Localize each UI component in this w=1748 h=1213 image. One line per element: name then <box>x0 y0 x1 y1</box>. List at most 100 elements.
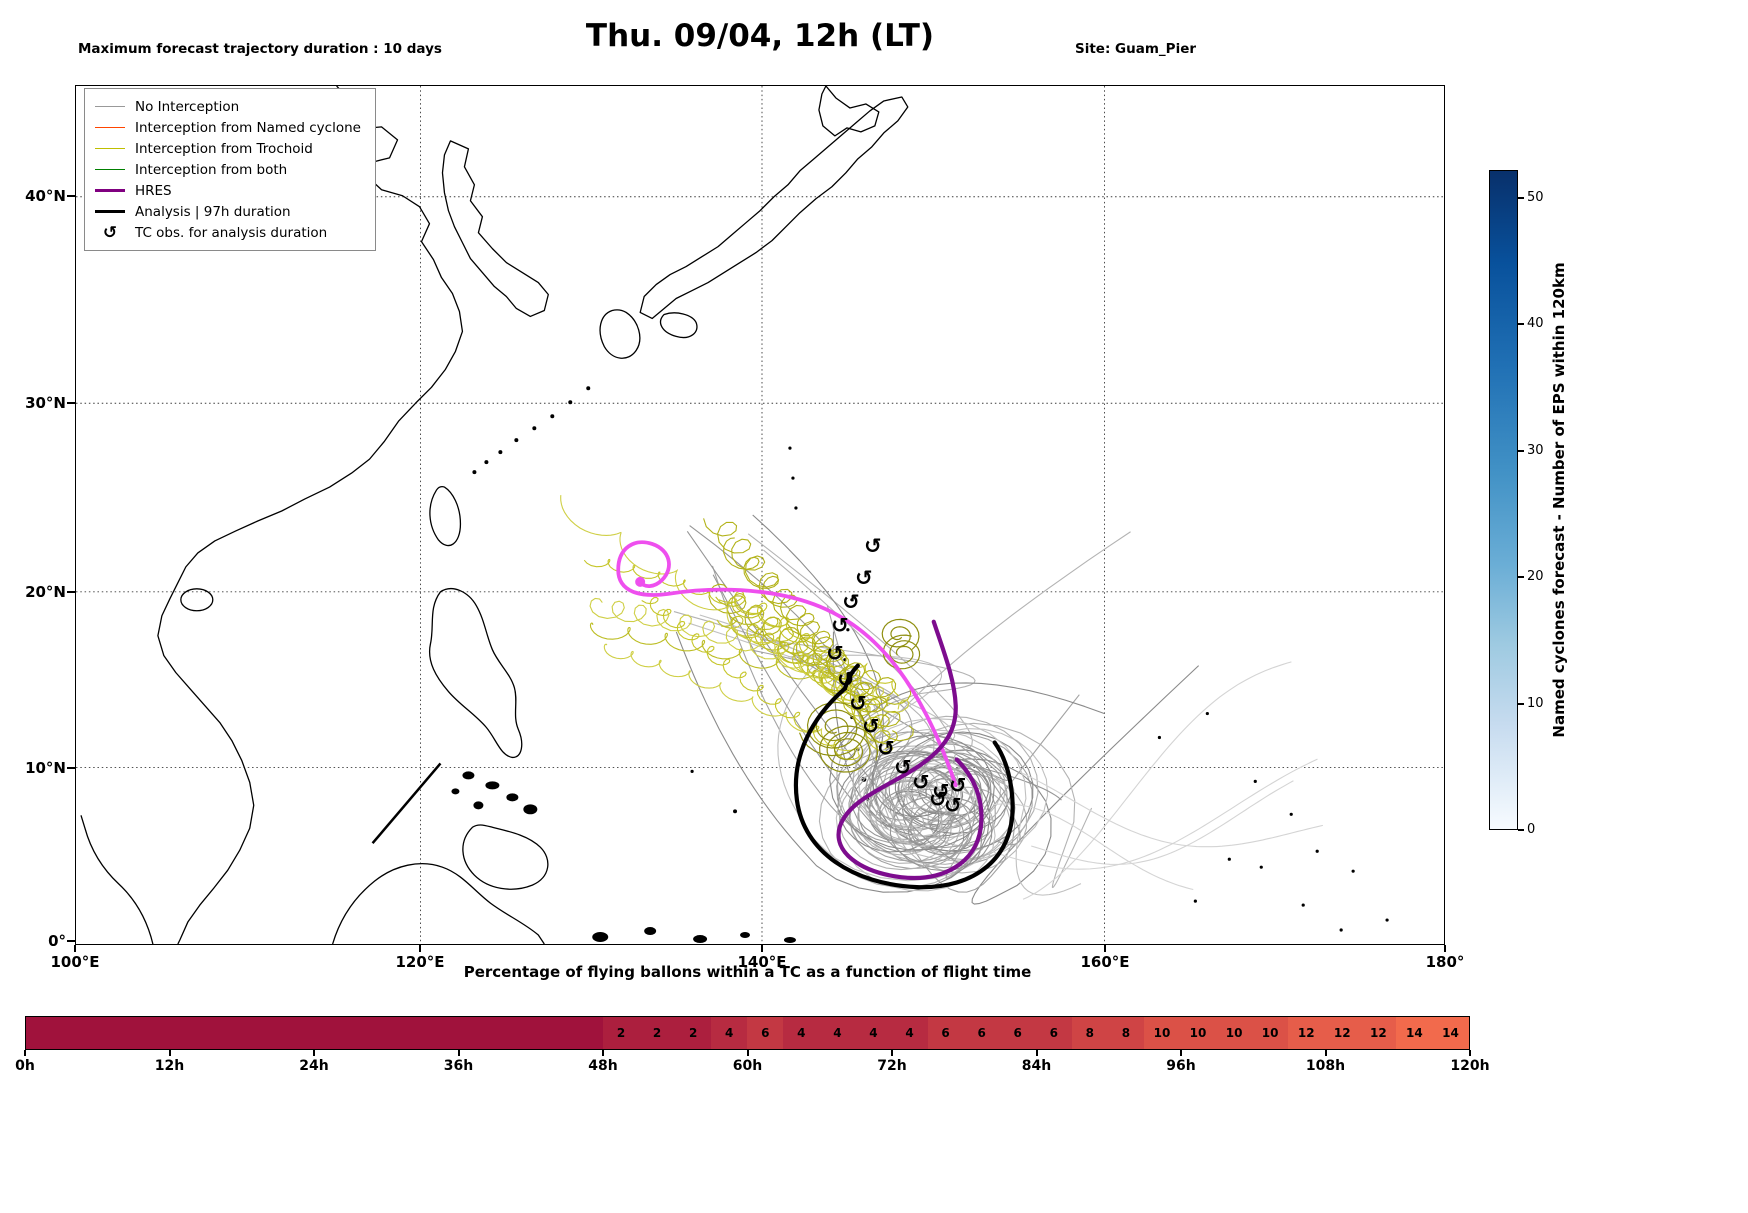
flight-axis-tick-mark <box>1324 1050 1327 1056</box>
flight-bar-segment: 6 <box>963 1017 1000 1049</box>
flight-axis-tick-mark <box>457 1050 460 1056</box>
tc-obs-marker: ↺ <box>944 793 962 817</box>
figure-title: Thu. 09/04, 12h (LT) <box>585 18 935 54</box>
colorbar-axis-label: Named cyclones forecast - Number of EPS … <box>1550 262 1568 738</box>
map-legend: No Interception Interception from Named c… <box>84 88 376 251</box>
flight-bar-segment <box>350 1017 387 1049</box>
y-tick-mark <box>67 195 75 197</box>
flight-bar-segment: 6 <box>747 1017 784 1049</box>
trochoid-spiral <box>881 618 920 650</box>
x-tick-label: 100°E <box>50 953 100 971</box>
flight-axis-tick-mark <box>1469 1050 1471 1056</box>
eps-trajectory <box>829 682 1105 851</box>
colorbar-tick-label: 40 <box>1527 316 1544 332</box>
x-tick-label: 180° <box>1425 953 1465 971</box>
flight-bar-value: 10 <box>1261 1026 1279 1040</box>
flight-bar-value: 2 <box>652 1026 662 1040</box>
flight-bar-segment <box>98 1017 135 1049</box>
flight-axis-tick-mark <box>313 1050 315 1056</box>
flight-bar-segment: 10 <box>1216 1017 1253 1049</box>
eps-trajectory-far <box>992 803 1194 891</box>
flight-axis-tick-label: 36h <box>443 1058 474 1074</box>
legend-line-swatch <box>95 106 125 107</box>
flight-bar-value: 4 <box>725 1026 734 1040</box>
flight-bar-segment <box>134 1017 171 1049</box>
colorbar-tick-mark <box>1518 576 1524 579</box>
flight-axis-tick-mark <box>168 1050 171 1056</box>
flight-axis-tick-label: 84h <box>1021 1058 1052 1074</box>
tc-obs-marker: ↺ <box>837 668 855 692</box>
flight-bar-value: 12 <box>1369 1026 1387 1040</box>
flight-bar-segment <box>566 1017 603 1049</box>
coast-malay <box>80 815 154 944</box>
tc-obs-marker: ↺ <box>929 787 947 811</box>
flight-axis-tick-mark <box>24 1050 26 1056</box>
flight-bar-segment <box>494 1017 531 1049</box>
tc-obs-markers: ↺↺↺↺↺↺↺↺↺↺↺ ↺ ↺↺↺ <box>826 534 966 817</box>
coast-korea <box>441 140 549 318</box>
flight-bar-segment: 14 <box>1396 1017 1433 1049</box>
coast-asia-mainland <box>157 86 464 944</box>
eps-trajectory <box>699 614 996 892</box>
y-tick-label: 20°N <box>25 583 66 601</box>
flight-bar-value: 14 <box>1442 1026 1459 1040</box>
flight-bar-segment: 2 <box>639 1017 676 1049</box>
coast-shikoku <box>660 312 698 339</box>
eps-trajectory <box>712 574 993 872</box>
eps-trajectory <box>852 531 1131 828</box>
tc-obs-marker: ↺ <box>932 779 950 803</box>
flight-bar-value: 6 <box>977 1026 986 1040</box>
eps-trajectory <box>779 645 1009 830</box>
flight-bar-segment: 2 <box>603 1017 640 1049</box>
eps-trajectory-far <box>1019 771 1324 848</box>
coast-mindanao <box>462 824 549 890</box>
coast-palawan <box>371 762 442 845</box>
legend-label: Interception from Trochoid <box>135 140 313 157</box>
flight-bar-value: 8 <box>1085 1026 1095 1040</box>
flight-bar-value: 6 <box>1013 1026 1022 1040</box>
hres-balloon-track <box>616 540 958 788</box>
trochoid-spiral <box>798 701 867 757</box>
flight-bar-value: 4 <box>869 1026 878 1040</box>
tc-obs-marker: ↺ <box>842 590 860 614</box>
flight-axis-tick-mark <box>891 1050 893 1056</box>
flight-bar-segment <box>386 1017 423 1049</box>
tc-obs-marker: ↺ <box>877 736 895 760</box>
flight-bar-segment <box>242 1017 279 1049</box>
y-tick-mark <box>67 591 75 593</box>
x-tick-label: 120°E <box>395 953 445 971</box>
flight-bar-segment: 10 <box>1180 1017 1217 1049</box>
flight-bar-title: Percentage of flying ballons within a TC… <box>463 963 1032 981</box>
flight-bar-segment: 12 <box>1288 1017 1325 1049</box>
trochoid-trajectory <box>721 616 881 729</box>
legend-label: Interception from both <box>135 161 288 178</box>
flight-bar-value: 10 <box>1189 1026 1207 1040</box>
legend-line-swatch <box>95 148 125 149</box>
eps-trajectory <box>686 530 983 865</box>
flight-axis-tick-label: 0h <box>15 1058 35 1074</box>
legend-label: No Interception <box>135 98 240 115</box>
param-line-duration: Maximum forecast trajectory duration : 1… <box>78 41 442 57</box>
flight-axis-tick-label: 48h <box>588 1058 618 1074</box>
flight-bar-value: 12 <box>1333 1026 1351 1040</box>
tc-obs-marker: ↺ <box>912 770 930 794</box>
eps-trajectory-far <box>1022 661 1292 900</box>
flight-bar-value: 6 <box>941 1026 950 1040</box>
flight-axis-tick-label: 96h <box>1166 1058 1196 1074</box>
y-tick-label: 30°N <box>25 394 66 412</box>
coast-hokkaido <box>818 86 880 137</box>
flight-bar-segment: 4 <box>819 1017 856 1049</box>
flight-axis-tick-mark <box>1180 1050 1182 1056</box>
trochoid-trajectory <box>603 643 860 757</box>
tc-obs-marker: ↺ <box>855 566 873 590</box>
flight-axis-tick-mark <box>1035 1050 1038 1056</box>
legend-label: HRES <box>135 182 172 199</box>
flight-bar-value: 4 <box>797 1026 806 1040</box>
colorbar-tick-mark <box>1518 702 1524 705</box>
flight-bar-segment: 4 <box>711 1017 748 1049</box>
flight-bar-segment <box>278 1017 315 1049</box>
tc-obs-marker: ↺ <box>864 534 882 558</box>
tc-obs-marker: ↺ <box>862 714 880 738</box>
flight-bar-segment <box>458 1017 495 1049</box>
y-tick-label: 10°N <box>25 759 66 777</box>
